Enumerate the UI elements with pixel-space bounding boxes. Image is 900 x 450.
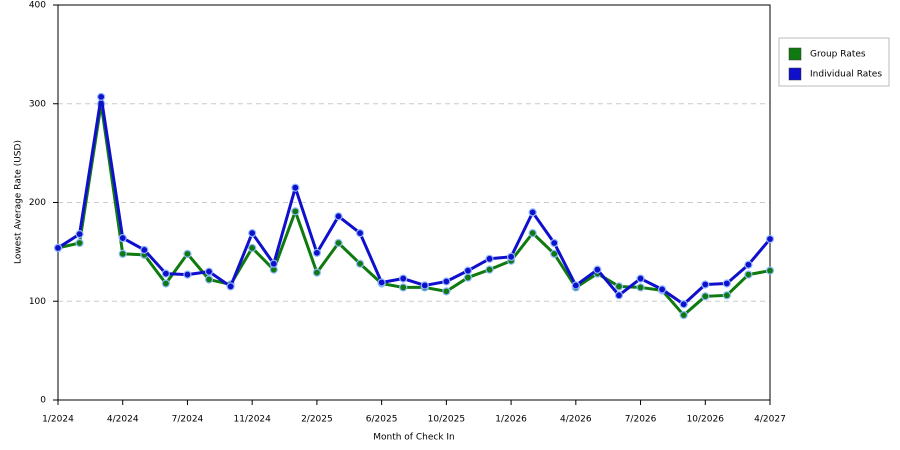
data-point (118, 233, 127, 243)
y-tick-label: 200 (29, 198, 46, 208)
data-point (183, 249, 192, 258)
data-point (485, 265, 494, 274)
data-point (118, 249, 127, 258)
legend-label: Group Rates (810, 50, 866, 60)
data-point (204, 275, 214, 284)
data-point (463, 273, 473, 282)
data-point (140, 245, 149, 254)
series-line (57, 95, 772, 306)
data-point (399, 283, 408, 292)
data-point (312, 268, 322, 277)
data-point (312, 248, 322, 257)
x-tick-label: 7/2024 (172, 415, 204, 425)
plot-frame (57, 4, 771, 401)
data-point (183, 270, 192, 279)
data-point (334, 238, 343, 248)
data-point (334, 212, 343, 221)
data-point (248, 229, 257, 238)
data-point (442, 277, 451, 286)
data-point (161, 269, 170, 278)
x-tick-label: 7/2026 (625, 415, 657, 425)
data-point (614, 291, 624, 300)
data-point (248, 243, 257, 253)
data-point (204, 267, 214, 276)
x-tick-label: 11/2024 (233, 415, 271, 425)
data-point (291, 207, 300, 216)
y-tick-label: 300 (29, 99, 46, 109)
x-tick-label: 10/2026 (687, 415, 725, 425)
data-point (614, 282, 624, 291)
data-point (636, 283, 645, 292)
data-point (75, 230, 84, 239)
x-tick-label: 1/2024 (42, 415, 74, 425)
data-point (226, 282, 235, 291)
legend-swatch (788, 67, 802, 81)
data-point (744, 270, 753, 279)
legend-label: Individual Rates (810, 70, 882, 80)
data-point (528, 229, 537, 238)
data-point (161, 279, 170, 288)
data-point (636, 274, 645, 283)
data-point (53, 243, 63, 253)
data-point (291, 183, 300, 192)
x-axis-title: Month of Check In (373, 433, 455, 443)
data-point (701, 292, 710, 301)
data-point (463, 266, 473, 275)
x-tick-label: 4/2026 (560, 415, 592, 425)
data-point (442, 287, 451, 296)
data-point (377, 278, 386, 287)
data-point (679, 300, 688, 309)
x-tick-label: 4/2027 (754, 415, 786, 425)
y-tick-label: 400 (29, 1, 46, 11)
data-point (75, 238, 84, 248)
data-point (420, 281, 429, 290)
x-tick-label: 4/2024 (107, 415, 139, 425)
data-point (722, 291, 731, 300)
data-point (765, 234, 775, 244)
x-tick-label: 2/2025 (301, 415, 333, 425)
data-point (765, 266, 775, 275)
legend-swatch (788, 47, 802, 61)
series-line (57, 102, 771, 317)
data-point (269, 259, 278, 268)
data-point (97, 92, 106, 101)
data-point (485, 254, 494, 263)
data-point (550, 238, 559, 248)
x-tick-label: 1/2026 (495, 415, 527, 425)
data-point (528, 208, 537, 217)
data-point (744, 260, 753, 269)
y-axis-title: Lowest Average Rate (USD) (14, 140, 24, 264)
data-point (593, 265, 602, 274)
data-point (571, 281, 580, 290)
data-point (355, 259, 365, 268)
data-point (679, 310, 688, 320)
y-tick-label: 0 (40, 396, 46, 406)
data-point (506, 252, 516, 261)
data-point (701, 280, 710, 289)
data-point (722, 279, 731, 288)
x-tick-label: 6/2025 (366, 415, 398, 425)
data-point (658, 285, 667, 294)
data-point (355, 229, 365, 238)
data-point (399, 274, 408, 283)
x-tick-label: 10/2025 (428, 415, 465, 425)
data-point (550, 249, 559, 258)
y-tick-label: 100 (29, 297, 46, 307)
